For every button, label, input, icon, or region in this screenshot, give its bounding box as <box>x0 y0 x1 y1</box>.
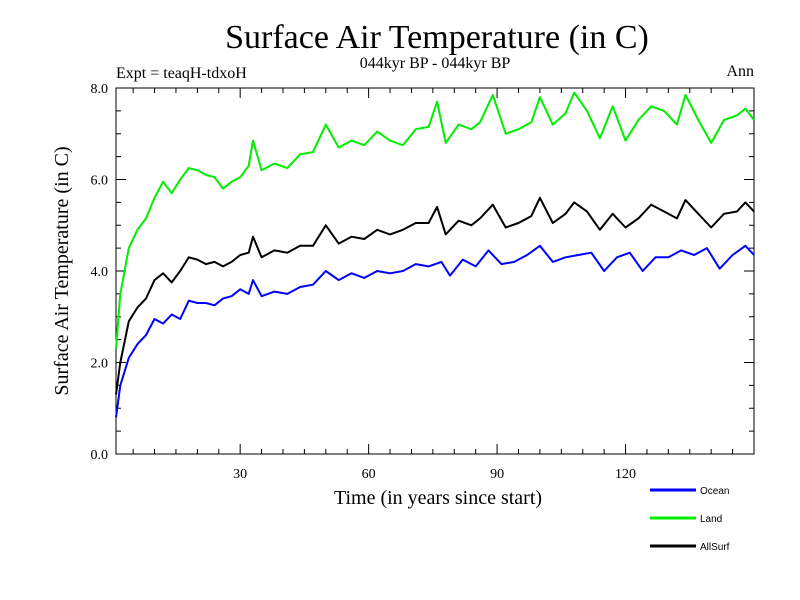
x-axis-label: Time (in years since start) <box>334 487 542 509</box>
y-axis: 0.0 2.0 4.0 6.0 8.0 <box>91 82 754 463</box>
y-axis-label: Surface Air Temperature (in C) <box>51 146 73 395</box>
legend: Ocean Land AllSurf <box>650 486 730 553</box>
expt-label: Expt = teaqH-tdxoH <box>116 65 247 82</box>
y-tick-label: 2.0 <box>91 357 109 372</box>
y-tick-label: 4.0 <box>91 265 109 280</box>
x-tick-label: 60 <box>362 467 376 482</box>
legend-label-allsurf: AllSurf <box>700 542 730 553</box>
x-axis: 30 60 90 120 <box>132 88 755 482</box>
y-tick-label: 8.0 <box>91 82 109 97</box>
legend-label-land: Land <box>700 514 722 525</box>
x-tick-label: 120 <box>615 467 636 482</box>
chart-title: Surface Air Temperature (in C) <box>225 19 649 56</box>
y-tick-label: 0.0 <box>91 448 109 463</box>
series-line-ocean <box>115 244 755 418</box>
series-lines <box>115 91 755 418</box>
plot-frame <box>115 87 755 455</box>
series-line-land <box>115 91 755 349</box>
series-line-allsurf <box>115 196 755 395</box>
chart-subtitle: 044kyr BP - 044kyr BP <box>360 55 511 72</box>
x-tick-label: 90 <box>490 467 504 482</box>
legend-label-ocean: Ocean <box>700 486 729 497</box>
y-tick-label: 6.0 <box>91 174 109 189</box>
period-label: Ann <box>726 63 754 80</box>
x-tick-label: 30 <box>233 467 247 482</box>
